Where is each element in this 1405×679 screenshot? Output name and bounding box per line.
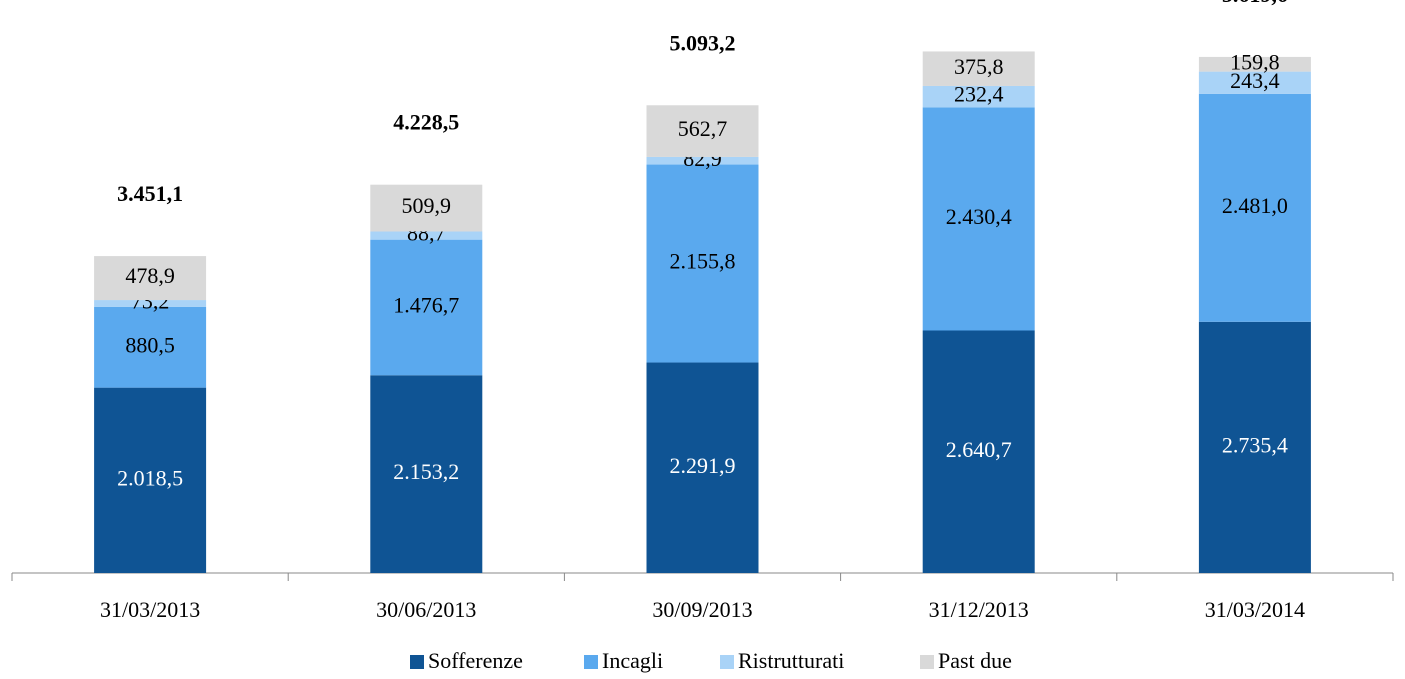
legend-swatch — [410, 655, 424, 669]
bar-segment — [646, 105, 759, 157]
bar-segment — [94, 387, 207, 573]
value-label: 478,9 — [125, 263, 175, 288]
value-label: 2.153,2 — [393, 459, 459, 484]
bar-segment — [922, 51, 1035, 86]
bar-segment — [94, 300, 207, 307]
value-label: 1.476,7 — [393, 293, 459, 318]
bar-segment — [94, 256, 207, 301]
value-label: 2.291,9 — [670, 453, 736, 478]
value-label: 2.018,5 — [117, 465, 183, 490]
legend-swatch — [584, 655, 598, 669]
value-label: 2.640,7 — [946, 437, 1012, 462]
value-label: 2.735,4 — [1222, 432, 1288, 457]
value-label: 562,7 — [678, 116, 728, 141]
bar-segment — [370, 231, 483, 240]
bar-segment — [1198, 93, 1311, 322]
x-tick-label: 31/12/2013 — [929, 597, 1029, 622]
bar-segment — [370, 375, 483, 573]
total-label: 5.619,6 — [1222, 0, 1288, 7]
bar-segment — [1198, 56, 1311, 72]
value-label: 159,8 — [1230, 49, 1280, 74]
legend-swatch — [920, 655, 934, 669]
total-label: 3.451,1 — [117, 181, 183, 206]
value-label: 2.155,8 — [670, 249, 736, 274]
x-tick-label: 30/06/2013 — [376, 597, 476, 622]
value-label: 880,5 — [125, 332, 175, 357]
bar-segment — [646, 362, 759, 573]
bar-segment — [922, 107, 1035, 331]
value-label: 375,8 — [954, 54, 1004, 79]
total-label: 5.093,2 — [670, 30, 736, 55]
value-label: 243,4 — [1230, 68, 1280, 93]
value-label: 2.481,0 — [1222, 193, 1288, 218]
bar-segment — [94, 306, 207, 388]
x-tick-label: 31/03/2014 — [1205, 597, 1305, 622]
legend-swatch — [720, 655, 734, 669]
value-label: 509,9 — [402, 193, 452, 218]
bar-segment — [922, 85, 1035, 108]
bar-segment — [646, 164, 759, 363]
legend-label: Sofferenze — [428, 648, 523, 673]
x-tick-label: 31/03/2013 — [100, 597, 200, 622]
total-label: 4.228,5 — [393, 110, 459, 135]
value-label: 2.430,4 — [946, 204, 1012, 229]
total-label: 5.679,3 — [946, 0, 1012, 1]
bar-segment — [646, 156, 759, 165]
bar-segment — [1198, 71, 1311, 94]
legend-label: Incagli — [602, 648, 663, 673]
bar-segment — [370, 184, 483, 232]
x-tick-label: 30/09/2013 — [652, 597, 752, 622]
bar-segment — [922, 330, 1035, 573]
bar-segment — [370, 239, 483, 376]
legend-label: Ristrutturati — [738, 648, 844, 673]
bar-segment — [1198, 321, 1311, 573]
legend-label: Past due — [938, 648, 1012, 673]
